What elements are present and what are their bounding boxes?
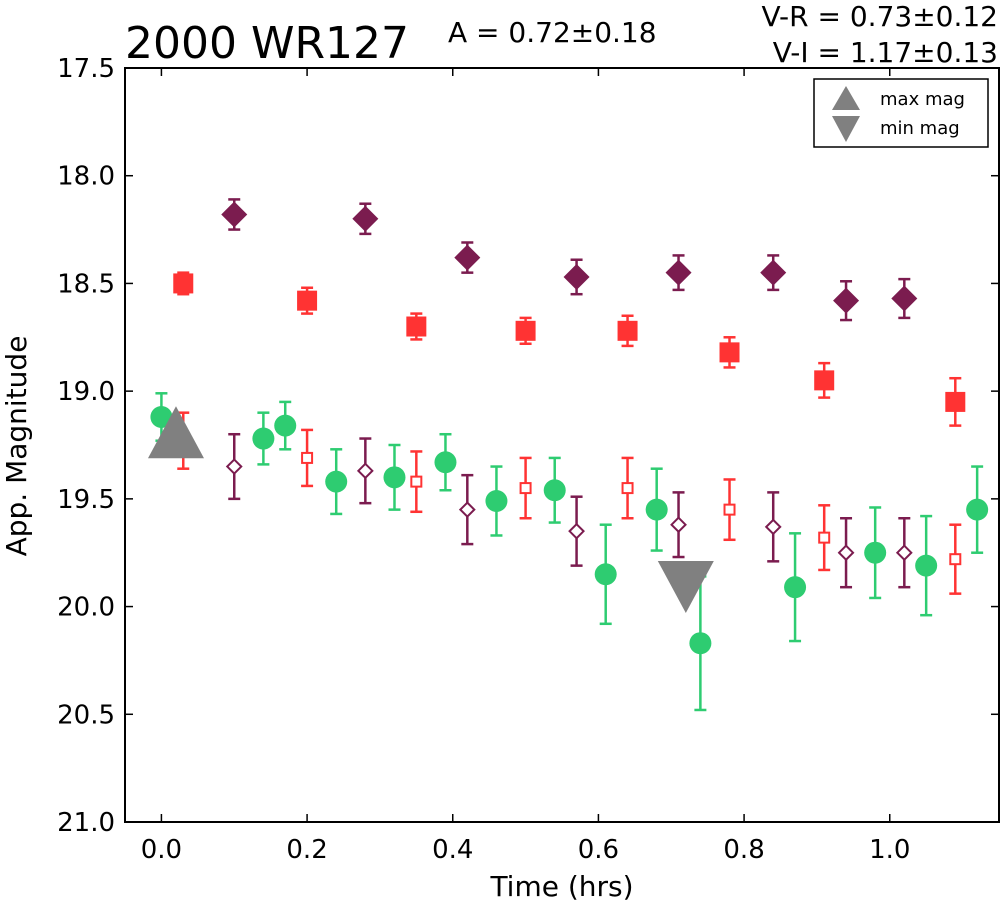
green-circle-point bbox=[784, 576, 807, 599]
y-tick-label: 19.0 bbox=[57, 377, 115, 407]
purple-diamond-point bbox=[454, 244, 481, 271]
red-square-point bbox=[173, 273, 194, 294]
min-mag-marker bbox=[657, 561, 714, 614]
min-mag-legend-icon bbox=[832, 116, 860, 142]
y-axis-label: App. Magnitude bbox=[0, 336, 33, 557]
max-mag-legend-icon bbox=[832, 86, 860, 110]
purple-open-diamond-point bbox=[458, 501, 476, 519]
red-open-square-point bbox=[301, 451, 314, 464]
green-circle-point bbox=[274, 414, 297, 437]
green-circle-point bbox=[543, 479, 566, 502]
purple-diamond-point bbox=[833, 287, 860, 314]
purple-diamond-point bbox=[352, 205, 379, 232]
purple-open-diamond-point bbox=[670, 516, 687, 534]
purple-diamond-point bbox=[760, 259, 787, 286]
y-tick-label: 19.5 bbox=[57, 485, 115, 515]
y-tick-label: 18.0 bbox=[57, 162, 115, 192]
legend-max-label: max mag bbox=[880, 89, 965, 110]
red-open-square-point bbox=[519, 482, 532, 495]
data-markers bbox=[150, 201, 989, 655]
red-square-point bbox=[406, 316, 427, 337]
x-tick-label: 0.4 bbox=[432, 835, 473, 865]
extrema-markers bbox=[147, 406, 714, 614]
green-circle-point bbox=[434, 451, 457, 474]
green-circle-point bbox=[383, 466, 406, 489]
red-square-point bbox=[297, 290, 318, 311]
purple-open-diamond-point bbox=[568, 522, 585, 540]
legend-min-label: min mag bbox=[880, 118, 960, 139]
red-square-point bbox=[945, 391, 966, 412]
vr-color-label: V-R = 0.73±0.12 bbox=[762, 0, 998, 33]
purple-open-diamond-point bbox=[837, 544, 855, 562]
amplitude-label: A = 0.72±0.18 bbox=[448, 16, 657, 49]
red-open-square-point bbox=[621, 482, 634, 495]
red-square-point bbox=[719, 342, 740, 363]
red-square-point bbox=[515, 320, 536, 341]
max-mag-marker bbox=[147, 406, 204, 459]
x-axis-label: Time (hrs) bbox=[489, 870, 633, 903]
purple-diamond-point bbox=[221, 201, 248, 228]
red-open-square-point bbox=[949, 553, 962, 566]
green-circle-point bbox=[252, 427, 275, 450]
red-open-square-point bbox=[723, 503, 736, 516]
y-tick-label: 20.5 bbox=[57, 700, 115, 730]
y-tick-label: 17.5 bbox=[57, 54, 115, 84]
x-tick-label: 1.0 bbox=[869, 835, 910, 865]
green-circle-point bbox=[485, 490, 508, 513]
purple-open-diamond-point bbox=[225, 458, 243, 475]
y-tick-label: 18.5 bbox=[57, 269, 115, 299]
y-tick-label: 21.0 bbox=[57, 808, 115, 838]
vi-color-label: V-I = 1.17±0.13 bbox=[773, 36, 998, 69]
red-open-square-point bbox=[410, 475, 423, 488]
x-tick-label: 0.6 bbox=[578, 835, 619, 865]
purple-open-diamond-point bbox=[356, 462, 374, 480]
x-tick-label: 0.8 bbox=[723, 835, 764, 865]
red-square-point bbox=[617, 320, 638, 341]
purple-diamond-point bbox=[891, 285, 918, 312]
legend: max mag min mag bbox=[813, 78, 989, 148]
red-square-point bbox=[814, 370, 835, 391]
purple-open-diamond-point bbox=[895, 544, 913, 562]
x-tick-label: 0.0 bbox=[141, 835, 182, 865]
plot-frame bbox=[124, 67, 1000, 823]
purple-diamond-point bbox=[665, 259, 692, 286]
green-circle-point bbox=[689, 632, 712, 655]
green-circle-point bbox=[915, 554, 938, 577]
green-circle-point bbox=[594, 563, 617, 586]
green-circle-point bbox=[645, 498, 668, 521]
red-open-square-point bbox=[818, 531, 831, 544]
y-tick-label: 20.0 bbox=[57, 593, 115, 623]
chart-title: 2000 WR127 bbox=[125, 18, 409, 69]
x-tick-label: 0.2 bbox=[286, 835, 327, 865]
green-circle-point bbox=[325, 470, 348, 493]
axis-tick-labels: 0.0 0.2 0.4 0.6 0.8 1.0 17.5 18.0 18.5 19.0 19.5 20… bbox=[57, 54, 910, 865]
green-circle-point bbox=[150, 405, 173, 428]
green-circle-point bbox=[864, 541, 887, 564]
purple-open-diamond-point bbox=[764, 518, 782, 536]
purple-diamond-point bbox=[563, 263, 590, 290]
green-circle-point bbox=[966, 498, 989, 521]
